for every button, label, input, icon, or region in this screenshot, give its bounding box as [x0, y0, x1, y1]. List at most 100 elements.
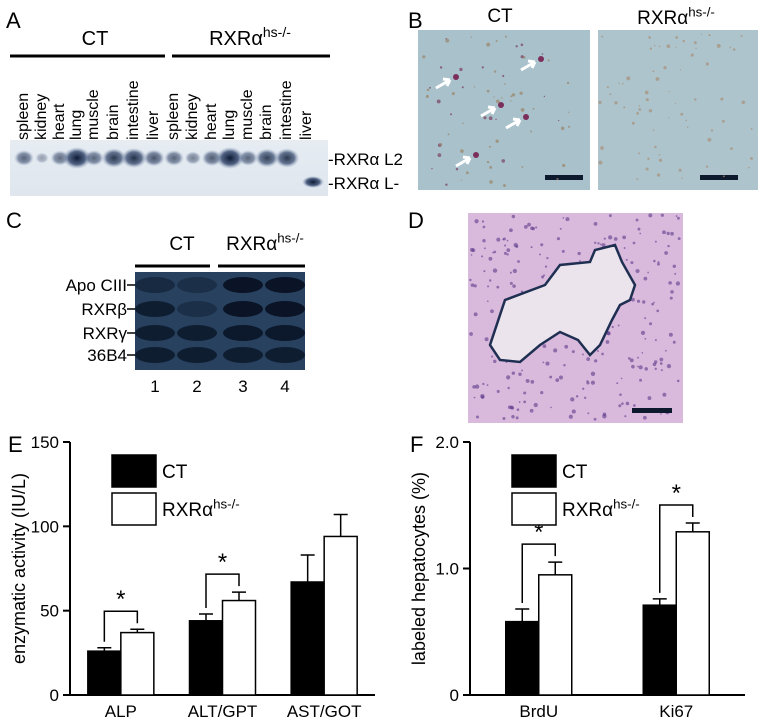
stain-dot	[541, 53, 544, 55]
stain-dot	[716, 43, 721, 48]
nucleus	[635, 218, 639, 222]
stain-dot	[663, 65, 667, 70]
row-label: RXRβ	[81, 300, 127, 319]
nucleus	[656, 262, 660, 266]
stain-dot	[520, 107, 525, 112]
nucleus	[555, 378, 560, 382]
nucleus	[654, 339, 657, 342]
stain-dot	[439, 143, 443, 146]
stain-dot	[461, 86, 464, 89]
nucleus	[525, 378, 530, 383]
nucleus	[473, 312, 478, 317]
scale-bar	[545, 175, 583, 180]
arrow	[455, 155, 472, 168]
column-label: CT	[487, 6, 513, 27]
nucleus	[611, 325, 614, 329]
nucleus	[487, 285, 490, 288]
nucleus	[533, 402, 538, 408]
blot-band	[265, 325, 305, 341]
nucleus	[473, 396, 476, 399]
text-main: RXRα	[226, 234, 277, 255]
nucleus	[489, 279, 492, 282]
stain-dot	[503, 83, 506, 85]
nucleus	[482, 225, 486, 229]
stain-dot	[609, 93, 612, 96]
nucleus	[644, 337, 647, 340]
stain-dot	[653, 44, 656, 47]
nucleus	[556, 237, 561, 241]
stain-dot	[675, 36, 679, 39]
nucleus	[669, 296, 673, 300]
text-main: CT	[169, 234, 195, 255]
nucleus	[480, 394, 485, 399]
error-bar	[232, 591, 246, 601]
nucleus	[638, 365, 643, 370]
significance-label: *	[116, 586, 125, 613]
text-superscript: hs-/-	[213, 496, 240, 511]
nucleus	[521, 369, 524, 372]
nucleus	[675, 215, 678, 217]
blot-band	[238, 150, 258, 166]
nucleus	[613, 237, 618, 241]
nucleus	[563, 364, 566, 367]
nucleus	[483, 270, 486, 273]
nucleus	[644, 367, 648, 371]
stain-dot	[681, 177, 683, 179]
stain-dot	[682, 39, 686, 43]
nucleus	[474, 384, 480, 389]
stain-dot	[501, 97, 503, 99]
stain-dot	[638, 105, 641, 107]
stain-dot	[722, 175, 725, 178]
blot-band	[101, 148, 127, 168]
legend-swatch	[111, 492, 157, 526]
stain-dot	[740, 34, 743, 37]
nucleus	[582, 353, 584, 356]
stain-dot	[501, 159, 506, 163]
nucleus	[507, 405, 512, 410]
nucleus	[616, 382, 619, 385]
lane-label: kidney	[184, 94, 201, 140]
nucleus	[587, 412, 590, 415]
stain-dot	[429, 86, 431, 89]
error-bar	[333, 513, 348, 537]
arrow	[480, 105, 497, 118]
band-label: -RXRα L2	[328, 150, 403, 169]
text-main: CT	[82, 28, 109, 50]
nucleus	[492, 251, 494, 254]
y-tick-label: 100	[31, 517, 59, 536]
stain-dot	[562, 163, 566, 168]
nucleus	[530, 380, 535, 384]
nucleus	[664, 349, 667, 352]
stain-dot	[674, 103, 677, 105]
nucleus	[542, 344, 547, 348]
nucleus	[631, 297, 635, 302]
significance-bracket	[205, 573, 240, 609]
stain-dot	[600, 146, 604, 150]
nucleus	[672, 340, 676, 344]
stained-cell	[453, 74, 459, 80]
lane-label: brain	[105, 104, 122, 140]
stained-cell	[473, 152, 479, 158]
vessel-outline	[488, 243, 637, 364]
x-tick-label: Ki67	[659, 702, 693, 721]
nucleus	[662, 230, 666, 235]
stain-dot	[470, 36, 472, 38]
blot-band	[177, 325, 217, 341]
stain-dot	[598, 100, 602, 104]
nucleus	[493, 250, 497, 254]
nucleus	[659, 362, 663, 365]
nucleus	[506, 248, 511, 253]
stain-dot	[695, 47, 697, 50]
blot-band	[223, 347, 263, 363]
nucleus	[530, 226, 534, 230]
bar	[290, 581, 325, 696]
stain-dot	[431, 167, 433, 170]
nucleus	[472, 385, 476, 389]
stain-dot	[486, 89, 490, 93]
nucleus	[496, 389, 500, 393]
stain-dot	[644, 90, 649, 95]
nucleus	[593, 221, 598, 226]
stain-dot	[658, 153, 661, 156]
bar	[538, 574, 573, 696]
stain-dot	[710, 129, 714, 132]
